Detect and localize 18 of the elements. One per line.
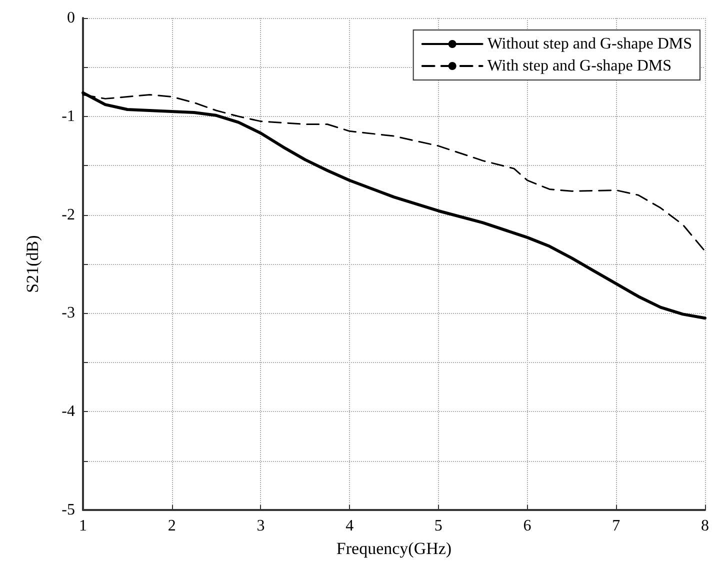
x-tick-label: 3 — [256, 518, 265, 534]
x-tick-label: 4 — [346, 518, 354, 534]
y-tick-label: -4 — [62, 403, 75, 420]
y-tick-label: -3 — [62, 304, 75, 322]
x-axis-title: Frequency(GHz) — [336, 539, 452, 558]
x-tick-label: 5 — [434, 518, 442, 534]
legend-label: With step and G-shape DMS — [487, 58, 672, 74]
y-tick-label: -1 — [62, 108, 75, 125]
x-tick-label: 7 — [612, 518, 620, 534]
y-tick-label: -2 — [62, 206, 75, 224]
y-tick-label: -5 — [62, 502, 75, 518]
legend-label: Without step and G-shape DMS — [487, 36, 692, 52]
x-tick-label: 1 — [79, 518, 87, 534]
y-axis-title: S21(dB) — [23, 235, 42, 293]
y-tick-label: 0 — [67, 10, 75, 26]
x-tick-label: 8 — [701, 518, 709, 534]
x-tick-label: 6 — [523, 518, 532, 534]
x-tick-label: 2 — [168, 518, 176, 534]
